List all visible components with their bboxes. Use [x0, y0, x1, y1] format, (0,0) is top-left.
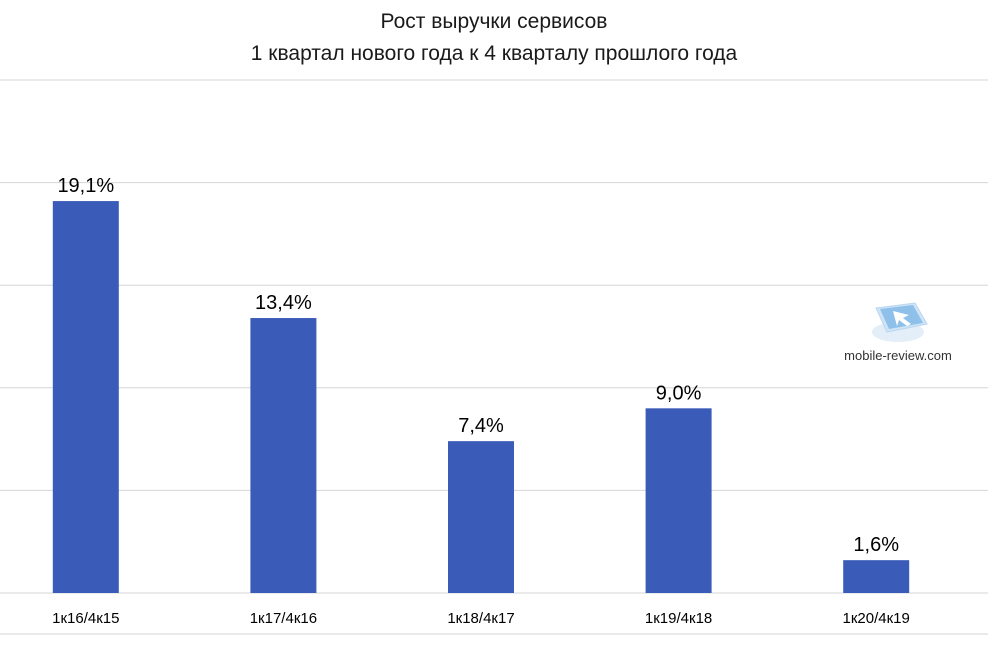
category-label: 1к16/4к15 — [52, 610, 119, 627]
data-label: 13,4% — [255, 292, 312, 314]
chart-subtitle: 1 квартал нового года к 4 кварталу прошл… — [250, 42, 738, 65]
watermark: mobile-review.com — [843, 298, 953, 370]
watermark-text: mobile-review.com — [844, 348, 952, 363]
bar — [52, 201, 119, 593]
category-label: 1к17/4к16 — [250, 610, 317, 627]
chart-title: Рост выручки сервисов — [380, 10, 608, 33]
bar — [448, 441, 514, 593]
data-label: 19,1% — [57, 175, 114, 197]
category-label: 1к19/4к18 — [645, 610, 712, 627]
data-label: 9,0% — [656, 382, 702, 404]
category-label: 1к20/4к19 — [843, 610, 910, 627]
mobile-review-logo-icon — [872, 302, 928, 342]
bar — [843, 560, 910, 593]
data-label: 1,6% — [853, 534, 899, 556]
bar — [250, 318, 317, 593]
data-label: 7,4% — [458, 415, 504, 437]
category-label: 1к18/4к17 — [447, 610, 514, 627]
bar — [645, 408, 712, 593]
